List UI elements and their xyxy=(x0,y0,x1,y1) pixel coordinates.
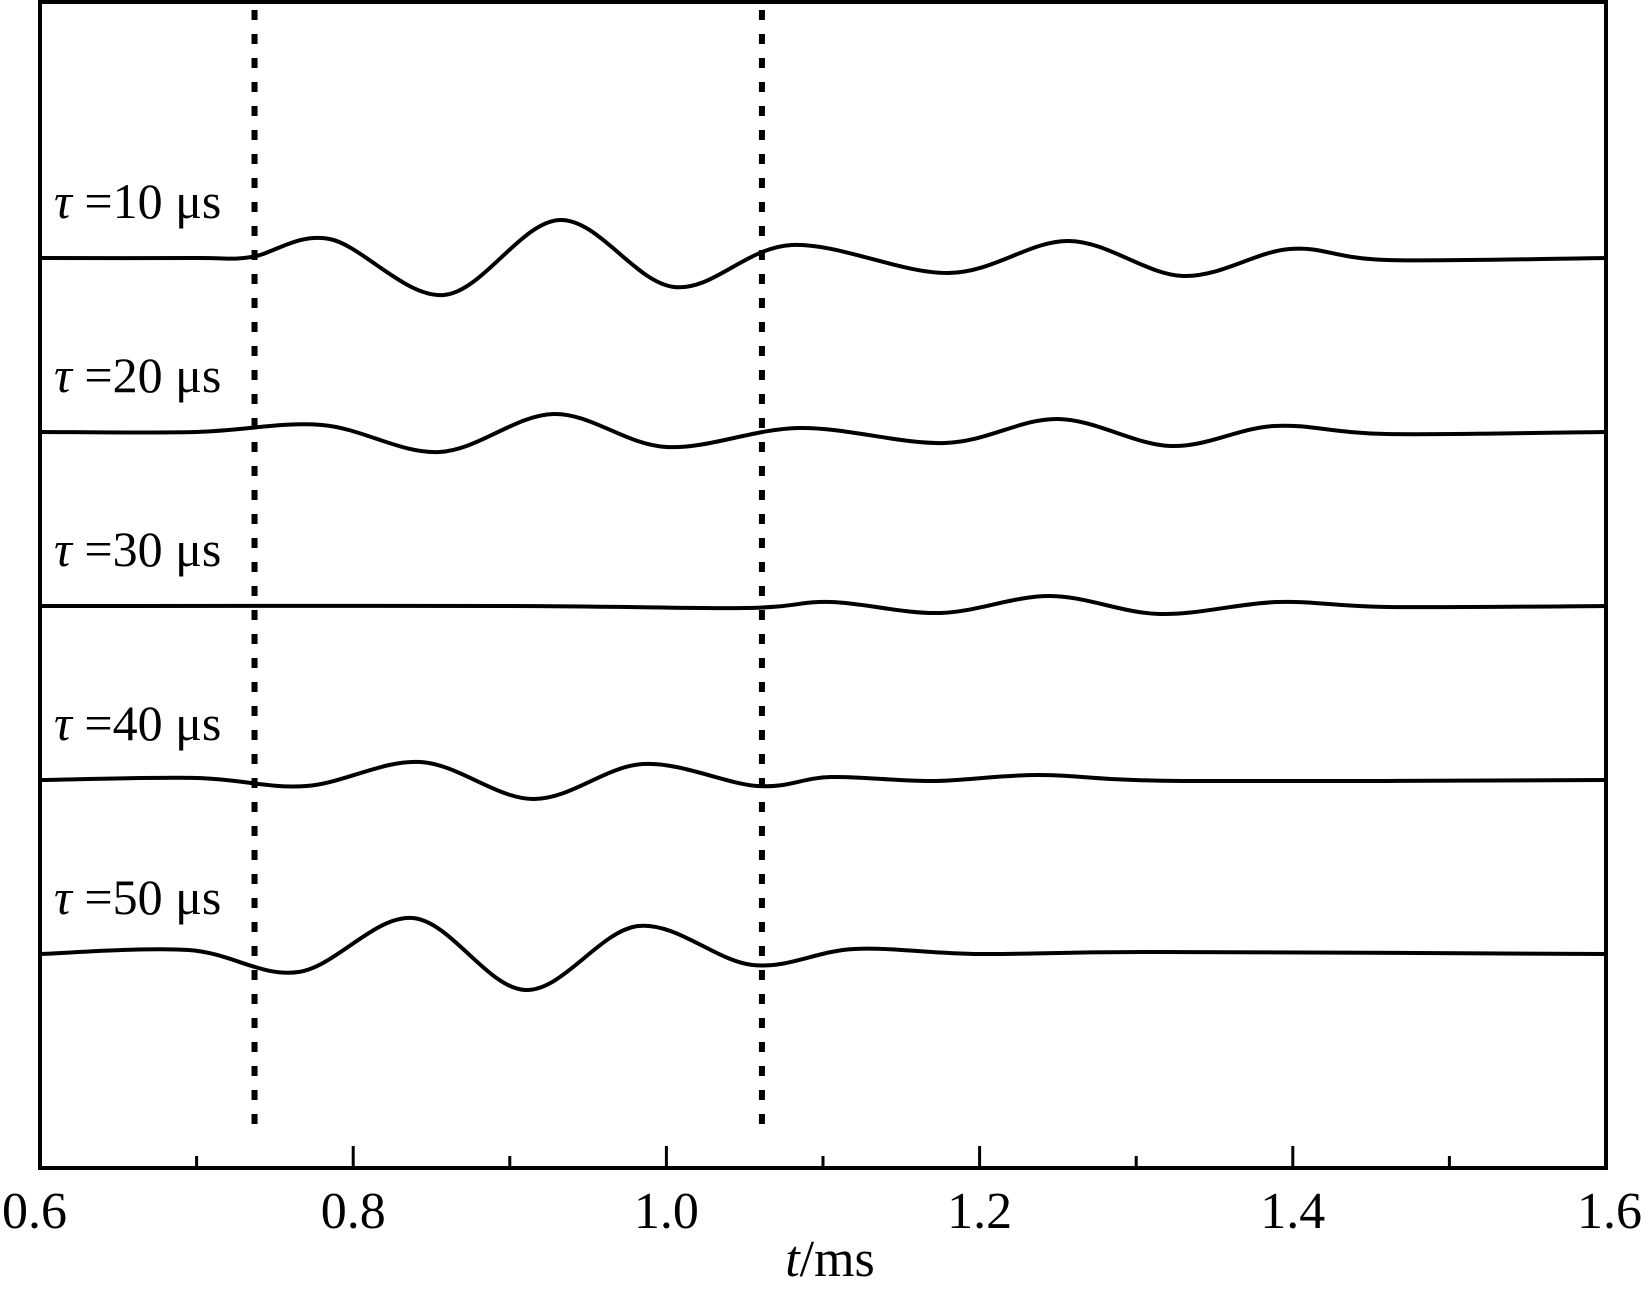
series-label-var: τ xyxy=(54,869,74,925)
series-label-1: τ =10 μs xyxy=(54,173,221,229)
x-axis-label-var: t xyxy=(785,1231,801,1288)
x-axis-label: t/ms xyxy=(785,1231,875,1288)
series-label-2: τ =20 μs xyxy=(54,347,221,403)
series-label-4: τ =40 μs xyxy=(54,695,221,751)
series-label-var: τ xyxy=(54,521,74,577)
x-tick-label-6: 1.6 xyxy=(1577,1183,1642,1240)
series-label-var: τ xyxy=(54,695,74,751)
series-labels: τ =10 μsτ =20 μsτ =30 μsτ =40 μsτ =50 μs xyxy=(54,173,221,925)
series-trace-1 xyxy=(39,217,1607,298)
x-tick-label-1: 0.6 xyxy=(2,1183,67,1240)
series-traces xyxy=(39,217,1607,993)
x-axis-label-unit: /ms xyxy=(800,1231,875,1288)
series-label-var: τ xyxy=(54,347,74,403)
x-tick-label-5: 1.4 xyxy=(1260,1183,1325,1240)
x-ticks xyxy=(38,1146,1608,1168)
vertical-markers xyxy=(251,10,765,1138)
series-label-value: =20 μs xyxy=(72,347,221,403)
series-label-value: =30 μs xyxy=(72,521,221,577)
x-tick-label-2: 0.8 xyxy=(321,1183,386,1240)
series-label-value: =50 μs xyxy=(72,869,221,925)
series-label-3: τ =30 μs xyxy=(54,521,221,577)
series-label-var: τ xyxy=(54,173,74,229)
x-tick-label-3: 1.0 xyxy=(634,1183,699,1240)
series-label-5: τ =50 μs xyxy=(54,869,221,925)
series-trace-4 xyxy=(39,759,1607,802)
series-label-value: =40 μs xyxy=(72,695,221,751)
series-trace-3 xyxy=(39,593,1607,617)
series-trace-5 xyxy=(39,915,1607,993)
x-tick-label-4: 1.2 xyxy=(947,1183,1012,1240)
plot-frame xyxy=(38,0,1608,1170)
series-label-value: =10 μs xyxy=(72,173,221,229)
x-tick-labels: 0.6 0.8 1.0 1.2 1.4 1.6 xyxy=(2,1183,1642,1240)
series-trace-2 xyxy=(39,411,1607,455)
